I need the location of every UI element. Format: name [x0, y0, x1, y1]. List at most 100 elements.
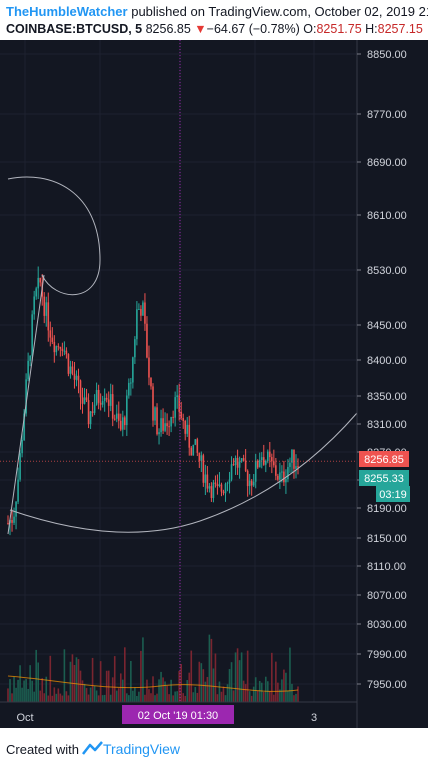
volume-bar	[256, 691, 259, 702]
candle-body	[11, 520, 13, 523]
candle-body	[293, 449, 295, 469]
created-with-label: Created with	[6, 742, 79, 757]
volume-bar	[283, 669, 285, 702]
volume-bar	[246, 650, 249, 702]
candle-body	[124, 417, 126, 426]
candle-body	[93, 404, 96, 413]
candle-body	[285, 479, 287, 483]
volume-bar	[236, 648, 239, 702]
price-label-text: 8256.85	[364, 454, 404, 466]
crosshair-time-badge	[122, 705, 234, 724]
candle-body	[99, 402, 102, 405]
volume-bar	[172, 695, 174, 702]
volume-bar	[291, 683, 293, 702]
candle-body	[134, 339, 136, 358]
curve-drawing[interactable]	[9, 412, 358, 533]
volume-bar	[115, 690, 118, 702]
candle-body	[87, 400, 90, 425]
volume-bar	[258, 680, 261, 702]
candle-body	[216, 483, 219, 487]
candle-body	[160, 418, 162, 433]
author-name[interactable]: TheHumbleWatcher	[6, 4, 128, 19]
publish-info: published on TradingView.com, October 02…	[131, 4, 428, 19]
candle-body	[105, 397, 108, 400]
candle-body	[234, 457, 237, 465]
volume-bar	[220, 691, 223, 702]
trend-line[interactable]	[7, 274, 45, 535]
price-tick-label: 8190.00	[367, 503, 407, 515]
tradingview-logo-icon[interactable]	[82, 740, 104, 756]
price-axis[interactable]: 8850.00 8770.00 8690.00 8610.00 8530.00 8450.…	[356, 40, 407, 728]
candle-body	[79, 380, 82, 398]
candle-body	[150, 377, 152, 387]
candle-body	[17, 479, 19, 502]
price-label-box	[359, 451, 409, 467]
candle-body	[89, 411, 92, 425]
volume-bar	[132, 690, 134, 702]
candle-body	[15, 501, 17, 517]
volume-bar	[174, 691, 176, 702]
candle-body	[81, 397, 84, 404]
volume-bar	[262, 692, 265, 702]
volume-bar	[297, 686, 299, 702]
chart-area[interactable]: 8850.00 8770.00 8690.00 8610.00 8530.00 8450.…	[0, 40, 428, 728]
price-label-text: 03:19	[379, 489, 407, 501]
volume-bar	[285, 672, 287, 702]
price-chart[interactable]: 8850.00 8770.00 8690.00 8610.00 8530.00 8450.…	[0, 40, 428, 728]
candle-body	[146, 323, 148, 358]
volume-bar	[188, 672, 191, 702]
candle-body	[37, 277, 40, 289]
arc-drawing[interactable]	[7, 176, 101, 296]
candle-body	[256, 460, 259, 468]
candle-body	[226, 482, 229, 484]
candle-body	[228, 479, 231, 483]
volume-bar	[232, 690, 235, 702]
time-axis[interactable]: Oct 3 02 Oct '19 01:30	[0, 701, 357, 724]
candle-body	[152, 386, 154, 421]
last-price: 8256.85	[145, 22, 191, 36]
candle-body	[224, 483, 227, 494]
price-tick-label: 8530.00	[367, 265, 407, 277]
volume-bar	[248, 691, 251, 702]
candle-body	[214, 482, 217, 484]
volume-bar	[194, 687, 197, 702]
candle-body	[154, 407, 156, 421]
volume-bar	[67, 695, 70, 702]
candle-body	[57, 346, 60, 348]
volume-bar	[182, 693, 185, 702]
price-tick-label: 7990.00	[367, 649, 407, 661]
volume-bar	[136, 695, 138, 702]
candle-body	[140, 308, 142, 316]
price-tick-label: 8770.00	[367, 109, 407, 121]
volume-bar	[254, 677, 257, 702]
volume-bar	[144, 694, 146, 702]
candle-body	[67, 354, 70, 374]
price-tick-label: 7950.00	[367, 679, 407, 691]
volume-bar	[168, 694, 170, 702]
volume-bar	[212, 668, 215, 702]
volume-bar	[130, 660, 132, 702]
volume-bar	[41, 678, 44, 702]
volume-bar	[244, 684, 247, 702]
volume-bar	[281, 679, 283, 702]
volume-bar	[111, 677, 114, 702]
volume-bar	[9, 679, 11, 702]
volume-bar	[128, 695, 130, 702]
candle-body	[281, 471, 283, 473]
grid	[0, 40, 357, 702]
candle-body	[121, 417, 124, 430]
candle-body	[29, 355, 31, 361]
candle-body	[242, 458, 245, 461]
brand-name[interactable]: TradingView	[102, 741, 181, 757]
candle-body	[279, 472, 281, 480]
volume-bar	[39, 690, 42, 702]
volume-bar	[166, 685, 168, 702]
candle-body	[158, 432, 160, 435]
volume-bar	[273, 694, 275, 702]
created-with-text: Created with TradingView	[6, 741, 180, 757]
candle-body	[63, 350, 66, 352]
candle-body	[7, 523, 9, 524]
volume-bar	[154, 695, 156, 702]
candle-body	[222, 491, 225, 494]
volume-bar	[178, 670, 180, 702]
